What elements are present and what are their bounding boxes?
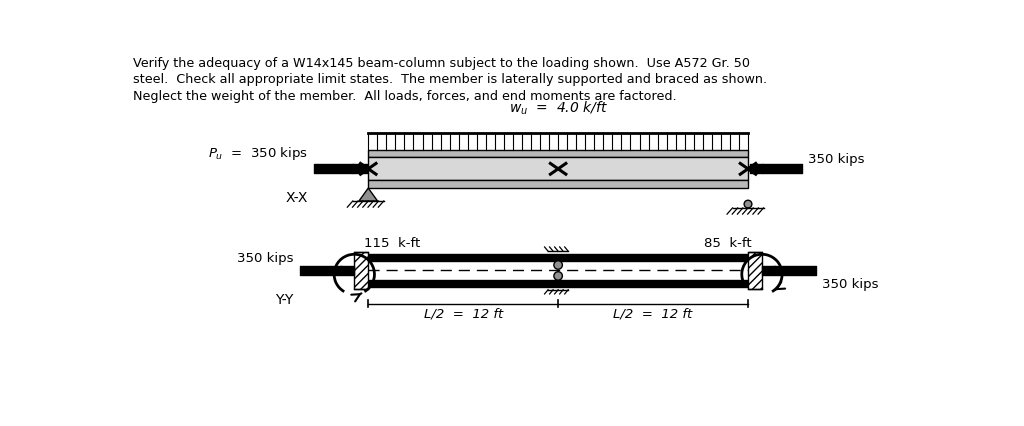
Text: $P_u$  =  350 kips: $P_u$ = 350 kips <box>208 145 308 162</box>
Bar <box>369 255 748 261</box>
Bar <box>748 252 762 289</box>
Circle shape <box>554 272 562 280</box>
Text: Neglect the weight of the member.  All loads, forces, and end moments are factor: Neglect the weight of the member. All lo… <box>133 89 677 103</box>
Text: steel.  Check all appropriate limit states.  The member is laterally supported a: steel. Check all appropriate limit state… <box>133 73 768 86</box>
Bar <box>354 252 369 289</box>
Text: 85  k-ft: 85 k-ft <box>705 236 752 249</box>
Polygon shape <box>359 189 378 201</box>
Text: Verify the adequacy of a W14x145 beam-column subject to the loading shown.  Use : Verify the adequacy of a W14x145 beam-co… <box>133 57 751 69</box>
Bar <box>369 158 748 181</box>
Text: 350 kips: 350 kips <box>822 277 879 290</box>
Circle shape <box>554 261 562 270</box>
Text: Y-Y: Y-Y <box>275 292 294 306</box>
Bar <box>369 150 748 158</box>
Text: L/2  =  12 ft: L/2 = 12 ft <box>424 307 503 320</box>
Text: 115  k-ft: 115 k-ft <box>365 236 421 249</box>
Text: X-X: X-X <box>286 191 308 205</box>
Bar <box>369 280 748 287</box>
Text: 350 kips: 350 kips <box>238 252 294 265</box>
Text: $w_u$  =  4.0 k/ft: $w_u$ = 4.0 k/ft <box>509 99 607 116</box>
Text: 350 kips: 350 kips <box>809 153 865 166</box>
Circle shape <box>744 201 752 208</box>
Bar <box>369 181 748 189</box>
Text: L/2  =  12 ft: L/2 = 12 ft <box>613 307 692 320</box>
